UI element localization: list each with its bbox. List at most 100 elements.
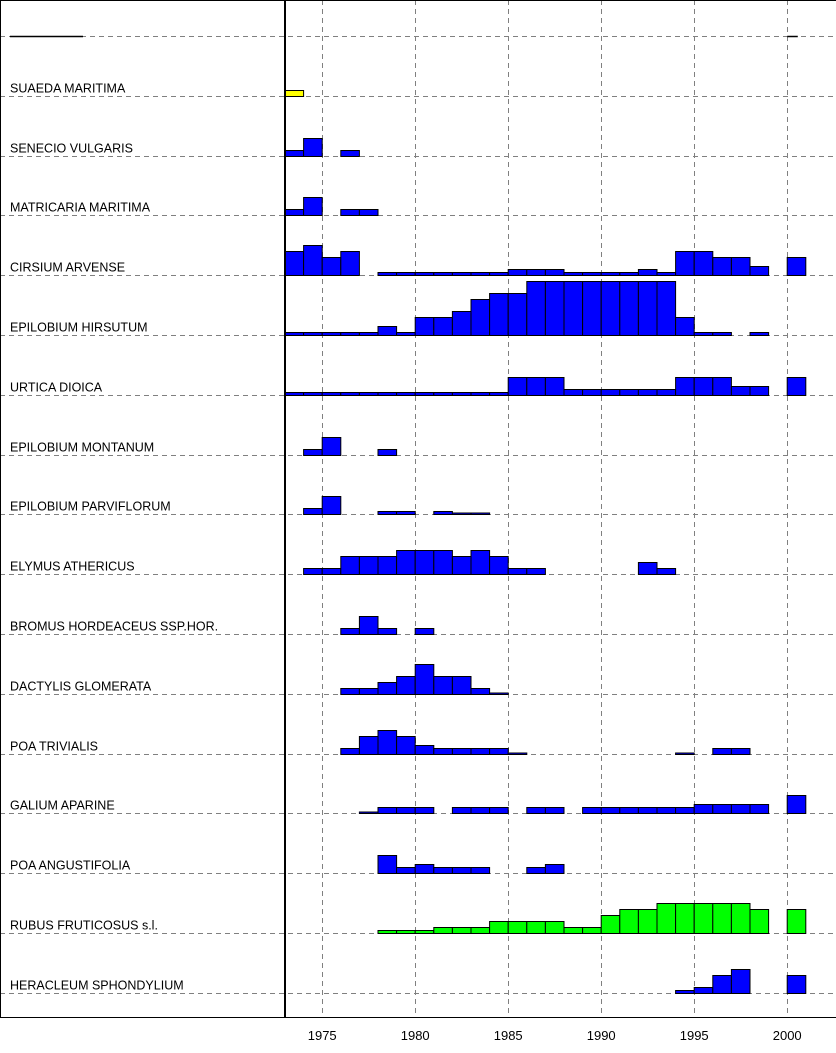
bar-1981 bbox=[433, 392, 453, 396]
bar-1992 bbox=[637, 909, 658, 934]
bar-1996 bbox=[712, 332, 732, 336]
bar-1992 bbox=[637, 269, 658, 276]
bar-1980 bbox=[414, 745, 435, 755]
bar-1984 bbox=[489, 293, 509, 336]
bar-1981 bbox=[433, 927, 453, 934]
bar-1990 bbox=[600, 389, 621, 396]
bar-1974 bbox=[303, 197, 323, 216]
species-label: POA ANGUSTIFOLIA bbox=[10, 859, 131, 873]
species-label: EPILOBIUM HIRSUTUM bbox=[10, 321, 148, 335]
bar-1976 bbox=[340, 392, 360, 396]
bar-1991 bbox=[619, 807, 639, 814]
bar-1986 bbox=[526, 807, 546, 814]
bar-1987 bbox=[544, 807, 565, 814]
bar-1981 bbox=[433, 272, 453, 276]
bar-1976 bbox=[340, 150, 360, 157]
bar-1995 bbox=[693, 903, 714, 934]
bar-1998 bbox=[749, 804, 770, 814]
bar-1988 bbox=[563, 272, 584, 276]
bar-1979 bbox=[396, 272, 416, 276]
species-label: HERACLEUM SPHONDYLIUM bbox=[10, 979, 184, 993]
x-tick-label: 1975 bbox=[308, 1028, 337, 1043]
bar-1993 bbox=[656, 568, 677, 575]
bar-1980 bbox=[414, 317, 435, 336]
bar-2000 bbox=[786, 975, 807, 994]
bar-1988 bbox=[563, 927, 584, 934]
bar-1989 bbox=[582, 272, 602, 276]
bar-1983 bbox=[470, 748, 491, 755]
bar-1978 bbox=[377, 392, 398, 396]
bar-1982 bbox=[451, 556, 472, 575]
bar-1989 bbox=[582, 281, 602, 336]
bar-1983 bbox=[470, 512, 491, 515]
bar-1974 bbox=[303, 508, 323, 515]
bar-1979 bbox=[396, 736, 416, 755]
bar-1983 bbox=[470, 299, 491, 336]
bar-1976 bbox=[340, 748, 360, 755]
bar-1974 bbox=[303, 568, 323, 575]
bar-1992 bbox=[637, 807, 658, 814]
species-label: MATRICARIA MARITIMA bbox=[10, 201, 151, 215]
bar-1991 bbox=[619, 389, 639, 396]
bar-1985 bbox=[507, 377, 528, 396]
bar-1973 bbox=[284, 150, 305, 157]
bar-1977 bbox=[358, 736, 379, 755]
bar-1979 bbox=[396, 676, 416, 695]
bar-1988 bbox=[563, 281, 584, 336]
x-tick-label: 1980 bbox=[401, 1028, 430, 1043]
bar-1992 bbox=[637, 389, 658, 396]
bar-1995 bbox=[693, 377, 714, 396]
bar-2000 bbox=[786, 795, 807, 814]
bar-1992 bbox=[637, 562, 658, 575]
bar-1996 bbox=[712, 257, 732, 276]
bar-1997 bbox=[730, 903, 751, 934]
bar-1975 bbox=[321, 392, 342, 396]
bar-1979 bbox=[396, 807, 416, 814]
bar-1994 bbox=[675, 990, 695, 994]
bar-1990 bbox=[600, 807, 621, 814]
bar-1978 bbox=[377, 807, 398, 814]
bar-1992 bbox=[637, 281, 658, 336]
bar-1996 bbox=[712, 903, 732, 934]
species-label: POA TRIVIALIS bbox=[10, 740, 98, 754]
bar-1984 bbox=[489, 921, 509, 934]
bar-1980 bbox=[414, 550, 435, 575]
bar-1985 bbox=[507, 293, 528, 336]
bar-1993 bbox=[656, 272, 677, 276]
bar-1975 bbox=[321, 437, 342, 456]
species-label: SUAEDA MARITIMA bbox=[10, 82, 126, 96]
bar-1978 bbox=[377, 682, 398, 695]
bar-1975 bbox=[321, 257, 342, 276]
bar-1978 bbox=[377, 326, 398, 336]
bar-1982 bbox=[451, 807, 472, 814]
bar-1979 bbox=[396, 392, 416, 396]
bar-1994 bbox=[675, 807, 695, 814]
species-label: BROMUS HORDEACEUS SSP.HOR. bbox=[10, 620, 218, 634]
bar-1976 bbox=[340, 332, 360, 336]
bar-1976 bbox=[340, 688, 360, 695]
bar-1980 bbox=[414, 807, 435, 814]
bar-1981 bbox=[433, 511, 453, 515]
bar-1976 bbox=[340, 556, 360, 575]
bar-1998 bbox=[749, 909, 770, 934]
bar-1973 bbox=[284, 332, 305, 336]
bar-1982 bbox=[451, 927, 472, 934]
bar-1987 bbox=[544, 377, 565, 396]
bar-1987 bbox=[544, 921, 565, 934]
bar-2000 bbox=[786, 257, 807, 276]
bar-1996 bbox=[712, 975, 732, 994]
bar-1973 bbox=[284, 392, 305, 396]
x-tick-label: 1995 bbox=[680, 1028, 709, 1043]
bar-1985 bbox=[507, 921, 528, 934]
bar-1979 bbox=[396, 867, 416, 874]
bar-1978 bbox=[377, 730, 398, 755]
bar-1977 bbox=[358, 616, 379, 635]
x-tick-label: 1990 bbox=[587, 1028, 616, 1043]
bar-1975 bbox=[321, 332, 342, 336]
species-label: SENECIO VULGARIS bbox=[10, 142, 133, 156]
bar-1981 bbox=[433, 550, 453, 575]
bar-1985 bbox=[507, 752, 528, 755]
bar-1978 bbox=[377, 272, 398, 276]
